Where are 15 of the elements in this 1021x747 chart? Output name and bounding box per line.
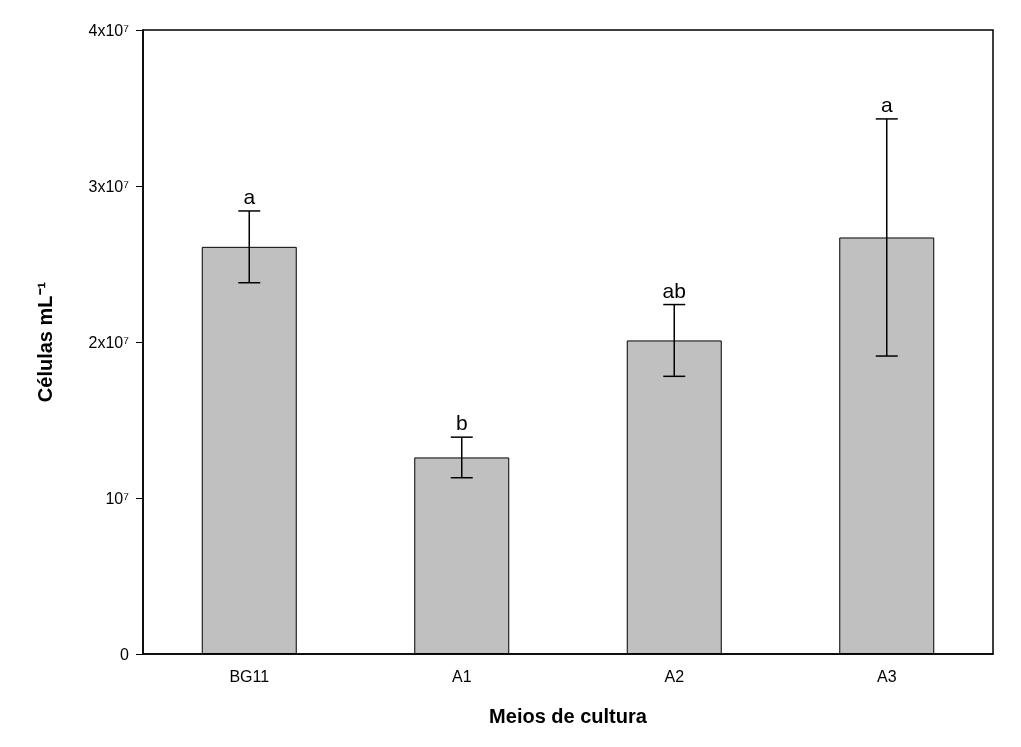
y-tick-label: 4x10⁷ bbox=[88, 21, 130, 39]
y-axis-title: Células mL⁻¹ bbox=[34, 281, 56, 403]
x-tick-label: BG11 bbox=[229, 667, 270, 685]
annotation: b bbox=[455, 411, 468, 435]
x-tick-label: A3 bbox=[876, 667, 897, 685]
x-tick-label: A2 bbox=[664, 667, 685, 685]
annotation: a bbox=[243, 184, 256, 208]
x-axis-title: Meios de cultura bbox=[489, 705, 648, 727]
x-tick-label: A1 bbox=[451, 667, 472, 685]
y-tick-label: 0 bbox=[120, 645, 130, 663]
y-tick-label: 10⁷ bbox=[105, 489, 130, 507]
annotation: ab bbox=[662, 278, 686, 302]
y-tick-label: 2x10⁷ bbox=[88, 333, 130, 351]
annotation: a bbox=[880, 92, 893, 116]
y-tick-label: 3x10⁷ bbox=[88, 177, 130, 195]
